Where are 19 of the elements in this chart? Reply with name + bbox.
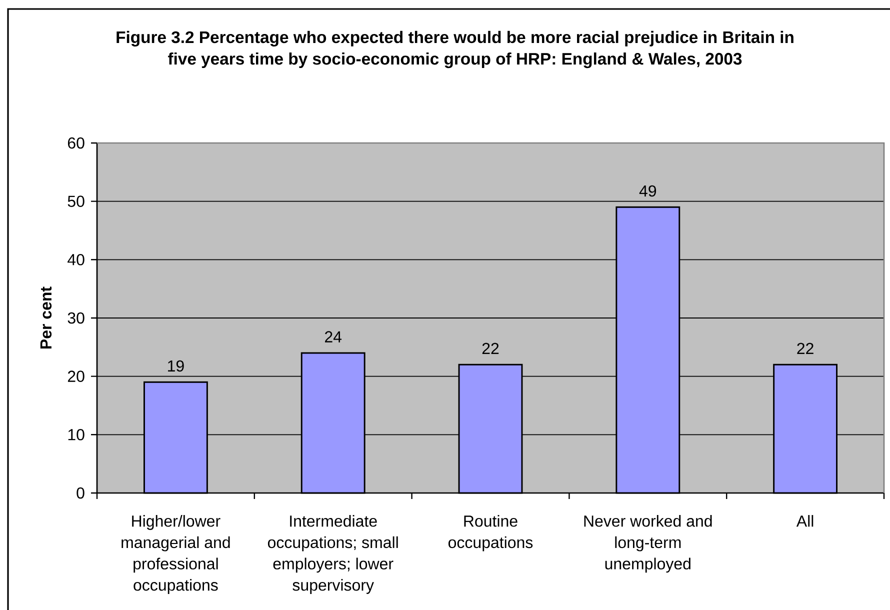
y-tick-label: 0: [76, 487, 84, 499]
y-tick-label: 50: [68, 196, 84, 207]
y-tick-label: 40: [68, 254, 84, 266]
x-tick-label: All: [796, 515, 814, 527]
x-tick-label: Higher/lower managerial and professional occupations: [122, 515, 230, 594]
x-tick-label: Intermediate occupations; small employers; lower supervisory: [268, 515, 398, 594]
data-label: 24: [325, 331, 342, 342]
x-tick-label: Never worked and long-term unemployed: [584, 515, 712, 573]
x-tick-label: Routine occupations: [448, 515, 533, 552]
data-label: 22: [797, 342, 814, 354]
data-label: 22: [482, 342, 499, 354]
y-tick-label: 30: [68, 312, 84, 324]
chart-title: Figure 3.2 Percentage who expected there would be more racial prejudice in Britain in five years time by socio-economic group of HRP: England & Wales, 2003: [116, 30, 794, 68]
data-label: 49: [639, 185, 656, 197]
y-tick-label: 60: [68, 137, 84, 149]
y-axis-title: Per cent: [40, 286, 52, 348]
data-label: 19: [168, 360, 184, 372]
y-tick-label: 20: [68, 370, 84, 382]
y-tick-label: 10: [68, 428, 84, 440]
